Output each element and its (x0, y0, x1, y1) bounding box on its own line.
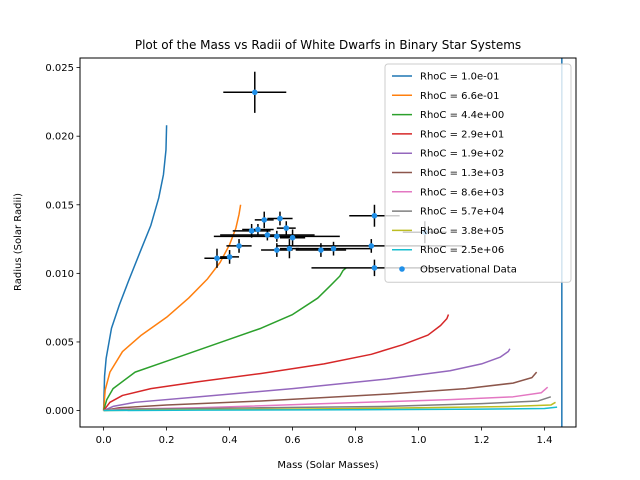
series-line-6 (103, 371, 538, 412)
legend-label: RhoC = 4.4e+00 (420, 110, 504, 121)
legend: RhoC = 1.0e-01 RhoC = 6.6e-01 RhoC = 4.4e+… (384, 63, 572, 283)
observation-point (248, 228, 255, 234)
series-line-2 (102, 204, 242, 411)
series-line-5 (103, 348, 511, 412)
observation-point (371, 265, 378, 271)
observation-point (286, 245, 293, 252)
legend-box (384, 63, 572, 283)
x-axis-label: Mass (Solar Masses) (277, 460, 378, 471)
observation-point (274, 247, 280, 253)
observation-point (236, 243, 242, 249)
x-tick-label: 0.0 (96, 435, 112, 446)
observation-point (261, 217, 268, 223)
legend-label: RhoC = 2.5e+06 (420, 245, 504, 256)
observation-point (264, 232, 271, 238)
series-line-1 (102, 125, 168, 411)
observation-point (214, 255, 220, 262)
observation-point (289, 234, 296, 241)
axes-frame (79, 57, 577, 428)
observation-point (251, 89, 258, 96)
x-tick-label: 0.2 (159, 435, 175, 446)
legend-label: RhoC = 3.8e+05 (420, 226, 504, 237)
observation-point (255, 226, 261, 233)
y-axis-label: Radius (Solar Radii) (13, 193, 24, 291)
y-tick-label: 0.025 (45, 63, 74, 74)
chart-title: Plot of the Mass vs Radii of White Dwarf… (135, 38, 521, 52)
x-tick-label: 1.2 (474, 435, 490, 446)
y-tick-label: 0.000 (45, 406, 74, 417)
series-line-3 (102, 267, 347, 411)
observation-point (368, 243, 375, 249)
legend-swatch-observational (399, 266, 405, 272)
observation-point (226, 254, 233, 260)
x-tick-label: 0.6 (285, 435, 301, 446)
legend-label-observational: Observational Data (420, 265, 517, 276)
axes: 0.0 0.2 0.4 0.6 0.8 1.0 1.2 1.4 0.000 0.005 0.010 0… (45, 63, 552, 446)
legend-label: RhoC = 1.3e+03 (420, 168, 504, 179)
observation-point (283, 225, 290, 231)
observation-point (277, 215, 283, 222)
y-tick-label: 0.015 (45, 200, 74, 211)
series-line-4 (103, 314, 450, 411)
x-tick-label: 1.0 (411, 435, 427, 446)
series-line-10 (103, 406, 558, 412)
legend-label: RhoC = 8.6e+03 (420, 187, 504, 198)
observation-point (330, 245, 337, 252)
legend-label: RhoC = 5.7e+04 (420, 207, 504, 218)
legend-label: RhoC = 1.0e-01 (420, 72, 500, 83)
legend-label: RhoC = 6.6e-01 (420, 91, 500, 102)
legend-label: RhoC = 2.9e+01 (420, 129, 504, 140)
observation-point (318, 247, 324, 253)
y-tick-label: 0.010 (45, 269, 74, 280)
observation-point (371, 212, 378, 219)
x-tick-label: 0.4 (222, 435, 238, 446)
x-tick-label: 0.8 (348, 435, 364, 446)
series-line-8 (103, 396, 552, 412)
observation-point (274, 233, 280, 240)
x-tick-label: 1.4 (537, 435, 553, 446)
legend-label: RhoC = 1.9e+02 (420, 149, 504, 160)
y-tick-label: 0.005 (45, 337, 74, 348)
y-tick-label: 0.020 (45, 132, 74, 143)
